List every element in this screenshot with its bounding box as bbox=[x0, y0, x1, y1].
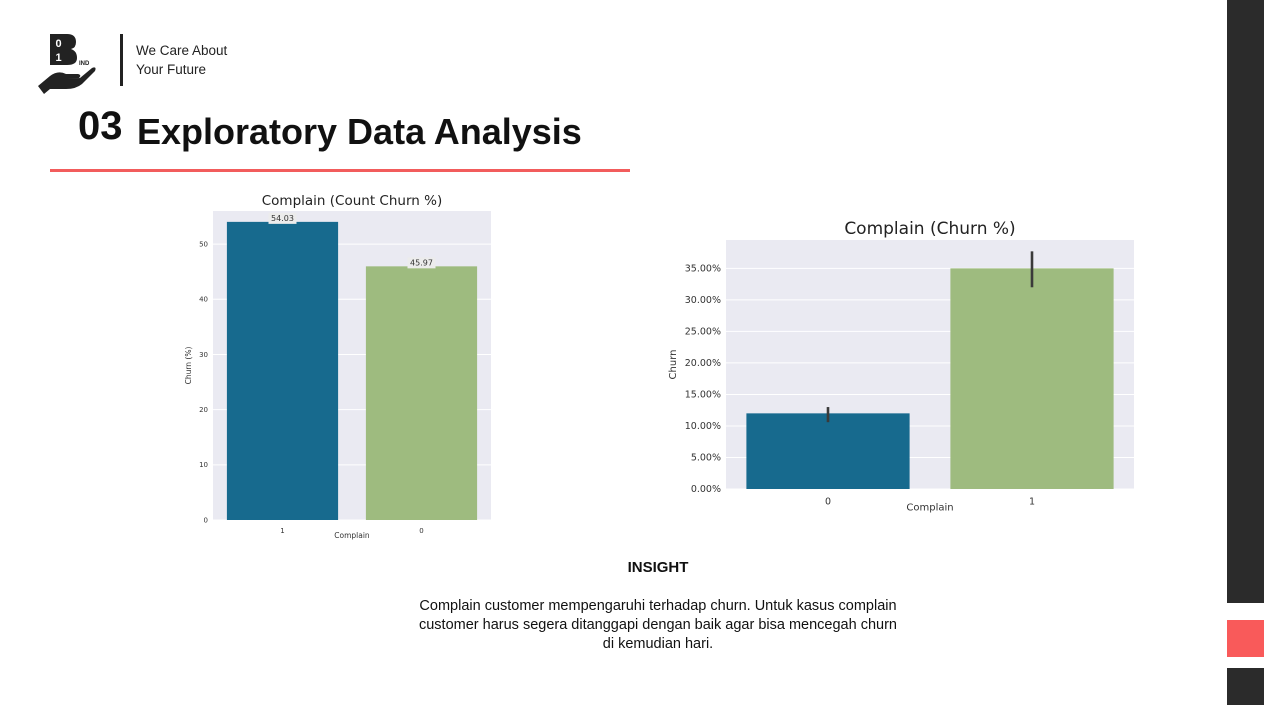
x-axis-label: Complain bbox=[906, 503, 953, 514]
y-tick-label: 40 bbox=[199, 296, 208, 304]
tagline-line-2: Your Future bbox=[136, 62, 207, 77]
title-underline bbox=[50, 169, 630, 172]
y-tick-label: 50 bbox=[199, 240, 208, 248]
y-tick-label: 35.00% bbox=[685, 264, 721, 275]
y-tick-label: 10 bbox=[199, 461, 208, 469]
x-tick-label: 0 bbox=[825, 497, 831, 508]
x-tick-label: 0 bbox=[419, 527, 423, 535]
data-label-box bbox=[407, 257, 436, 269]
insight-body: Complain customer mempengaruhi terhadap … bbox=[418, 598, 897, 652]
x-tick-label: 1 bbox=[280, 527, 284, 535]
chart-title: Complain (Count Churn %) bbox=[262, 193, 442, 209]
header-divider bbox=[120, 34, 123, 86]
y-axis-label: Churn bbox=[668, 350, 679, 380]
y-tick-label: 30.00% bbox=[685, 295, 721, 306]
y-tick-label: 20 bbox=[199, 406, 208, 414]
logo-digit-bottom: 1 bbox=[55, 52, 61, 64]
sidebar-dark-bar bbox=[1227, 0, 1264, 603]
data-label: 54.03 bbox=[271, 214, 294, 223]
bar-0 bbox=[746, 413, 910, 489]
complain-count-churn-chart: Complain (Count Churn %) 0 10 20 30 40 50 1 54.0… bbox=[184, 193, 491, 540]
sidebar-red-square bbox=[1227, 620, 1264, 657]
bar-1 bbox=[226, 221, 339, 520]
y-tick-label: 5.00% bbox=[691, 453, 721, 464]
page-title: Exploratory Data Analysis bbox=[137, 111, 582, 152]
y-tick-label: 25.00% bbox=[685, 327, 721, 338]
tagline: We Care About Your Future bbox=[136, 41, 227, 79]
tagline-line-1: We Care About bbox=[136, 43, 228, 58]
y-tick-label: 30 bbox=[199, 351, 208, 359]
y-axis-label: Churn (%) bbox=[184, 347, 193, 385]
logo-suffix: IND bbox=[79, 61, 90, 67]
data-label-box bbox=[268, 212, 297, 224]
y-tick-label: 0.00% bbox=[691, 484, 721, 495]
y-tick-label: 15.00% bbox=[685, 390, 721, 401]
complain-churn-rate-chart: Complain (Churn %) 0.00% 5.00% 10.00% 15.00%… bbox=[668, 219, 1134, 514]
bar-0 bbox=[365, 266, 478, 520]
company-logo: 0 1 IND bbox=[38, 34, 96, 94]
chart-title: Complain (Churn %) bbox=[844, 219, 1015, 239]
y-tick-label: 0 bbox=[204, 516, 208, 524]
y-tick-label: 20.00% bbox=[685, 358, 721, 369]
sidebar-dark-square bbox=[1227, 668, 1264, 705]
logo-digit-top: 0 bbox=[55, 38, 61, 50]
insight-title: INSIGHT bbox=[627, 559, 689, 576]
y-tick-label: 10.00% bbox=[685, 421, 721, 432]
bar-1 bbox=[950, 268, 1114, 489]
section-number: 03 bbox=[78, 104, 123, 148]
data-label: 45.97 bbox=[410, 258, 433, 267]
x-axis-label: Complain bbox=[334, 531, 370, 540]
x-tick-label: 1 bbox=[1029, 497, 1035, 508]
